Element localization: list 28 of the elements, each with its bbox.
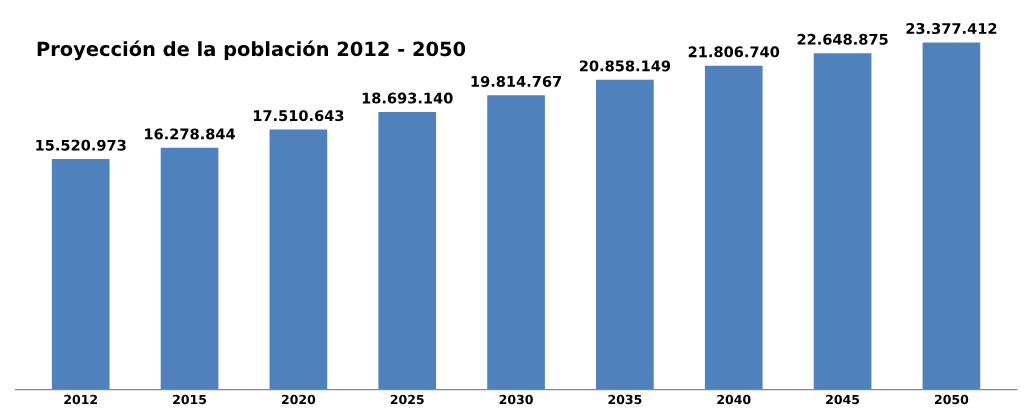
x-tick-label: 2012 bbox=[64, 394, 98, 405]
bar bbox=[813, 53, 872, 390]
data-label: 19.814.767 bbox=[471, 75, 562, 87]
data-label: 16.278.844 bbox=[145, 128, 236, 140]
x-tick-label: 2050 bbox=[935, 394, 969, 405]
bar bbox=[378, 111, 437, 390]
data-label: 22.648.875 bbox=[797, 33, 888, 45]
data-label: 23.377.412 bbox=[906, 22, 997, 35]
data-label: 17.510.643 bbox=[253, 110, 344, 122]
bar bbox=[922, 42, 981, 390]
bar bbox=[487, 95, 545, 390]
x-tick-label: 2020 bbox=[281, 394, 316, 405]
data-label: 15.520.973 bbox=[36, 139, 126, 151]
bar bbox=[269, 129, 328, 390]
bar bbox=[160, 147, 219, 390]
x-tick-label: 2015 bbox=[173, 394, 207, 405]
data-label: 20.858.149 bbox=[579, 60, 671, 72]
data-label: 18.693.140 bbox=[362, 92, 453, 104]
x-tick-label: 2025 bbox=[390, 394, 424, 405]
x-tick-label: 2035 bbox=[608, 394, 642, 405]
x-tick-label: 2040 bbox=[717, 394, 751, 405]
data-label: 21.806.740 bbox=[688, 46, 780, 58]
x-tick-label: 2030 bbox=[499, 394, 533, 405]
chart-title: Proyección de la población 2012 - 2050 bbox=[37, 40, 466, 61]
bar bbox=[596, 79, 654, 390]
bar bbox=[704, 65, 763, 390]
bar bbox=[51, 159, 110, 390]
x-tick-label: 2045 bbox=[826, 394, 860, 405]
